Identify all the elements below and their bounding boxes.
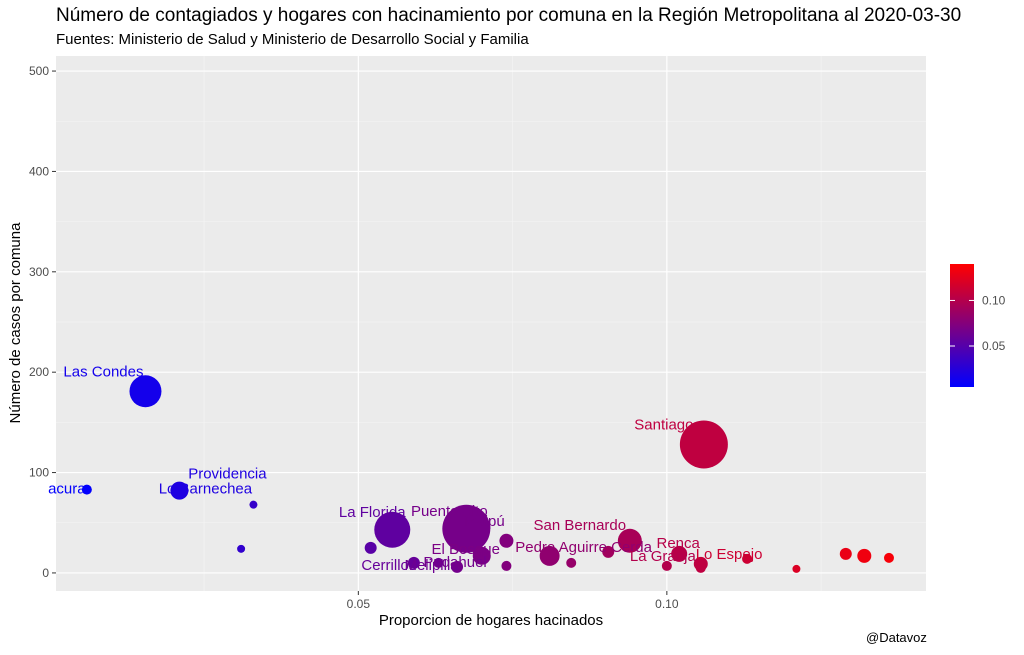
point-label: Maipú — [464, 513, 505, 530]
data-point — [442, 504, 491, 553]
data-point — [433, 557, 444, 568]
point-label: acura — [48, 481, 86, 498]
data-point — [679, 420, 728, 469]
x-tick-label: 0.10 — [655, 597, 679, 611]
data-point — [695, 562, 706, 573]
data-point — [249, 500, 258, 509]
color-legend-bar — [950, 264, 974, 387]
point-label: Renca — [657, 535, 701, 552]
data-point — [374, 511, 411, 548]
data-point — [472, 546, 491, 565]
point-label: Lo Espejo — [696, 546, 763, 563]
y-tick-label: 0 — [42, 566, 49, 580]
data-point — [671, 545, 688, 562]
data-point — [602, 545, 615, 558]
y-tick-label: 500 — [29, 64, 49, 78]
point-label: Pedro Aguirre Cerda — [515, 539, 652, 556]
y-tick-label: 100 — [29, 466, 49, 480]
y-tick-label: 200 — [29, 365, 49, 379]
point-label: Puente Alto — [411, 503, 488, 520]
data-point — [129, 375, 162, 408]
chart-subtitle: Fuentes: Ministerio de Salud y Ministeri… — [56, 31, 529, 48]
y-tick-label: 400 — [29, 164, 49, 178]
point-label: Cerrillos — [361, 557, 416, 574]
data-point — [364, 541, 377, 554]
data-point — [499, 533, 514, 548]
legend-tick-label: 0.05 — [982, 339, 1006, 353]
credit: @Datavoz — [866, 630, 927, 645]
x-tick-label: 0.05 — [347, 597, 371, 611]
data-point — [566, 557, 577, 568]
data-point — [883, 552, 894, 563]
point-label: La Florida — [339, 504, 406, 521]
point-label: La Granja — [630, 548, 697, 565]
data-point — [237, 544, 246, 553]
color-legend: 0.05 0.10 — [950, 264, 1006, 387]
data-point — [792, 564, 801, 573]
y-axis-title: Número de casos por comuna — [7, 222, 24, 424]
point-label: Pudahuel — [423, 554, 486, 571]
data-point — [81, 484, 92, 495]
x-axis-title: Proporcion de hogares hacinados — [379, 612, 603, 629]
data-point — [742, 553, 753, 564]
data-point — [501, 560, 512, 571]
data-point — [451, 560, 464, 573]
data-point — [407, 556, 420, 569]
chart-title: Número de contagiados y hogares con haci… — [56, 5, 962, 26]
legend-tick-label: 0.10 — [982, 293, 1006, 307]
data-point — [539, 545, 560, 566]
data-point — [617, 528, 642, 553]
point-label: Providencia — [188, 466, 267, 483]
data-point — [170, 481, 189, 500]
data-point — [839, 547, 852, 560]
point-label: San Bernardo — [534, 517, 627, 534]
plot-panel — [56, 56, 926, 591]
data-point — [661, 560, 672, 571]
data-point — [857, 548, 872, 563]
point-label: Santiago — [634, 416, 693, 433]
point-label: Melipilla — [404, 557, 459, 574]
y-tick-label: 300 — [29, 265, 49, 279]
point-label: Las Condes — [63, 363, 143, 380]
point-label: El Bosque — [432, 541, 500, 558]
point-label: Lo Barnechea — [159, 481, 253, 498]
